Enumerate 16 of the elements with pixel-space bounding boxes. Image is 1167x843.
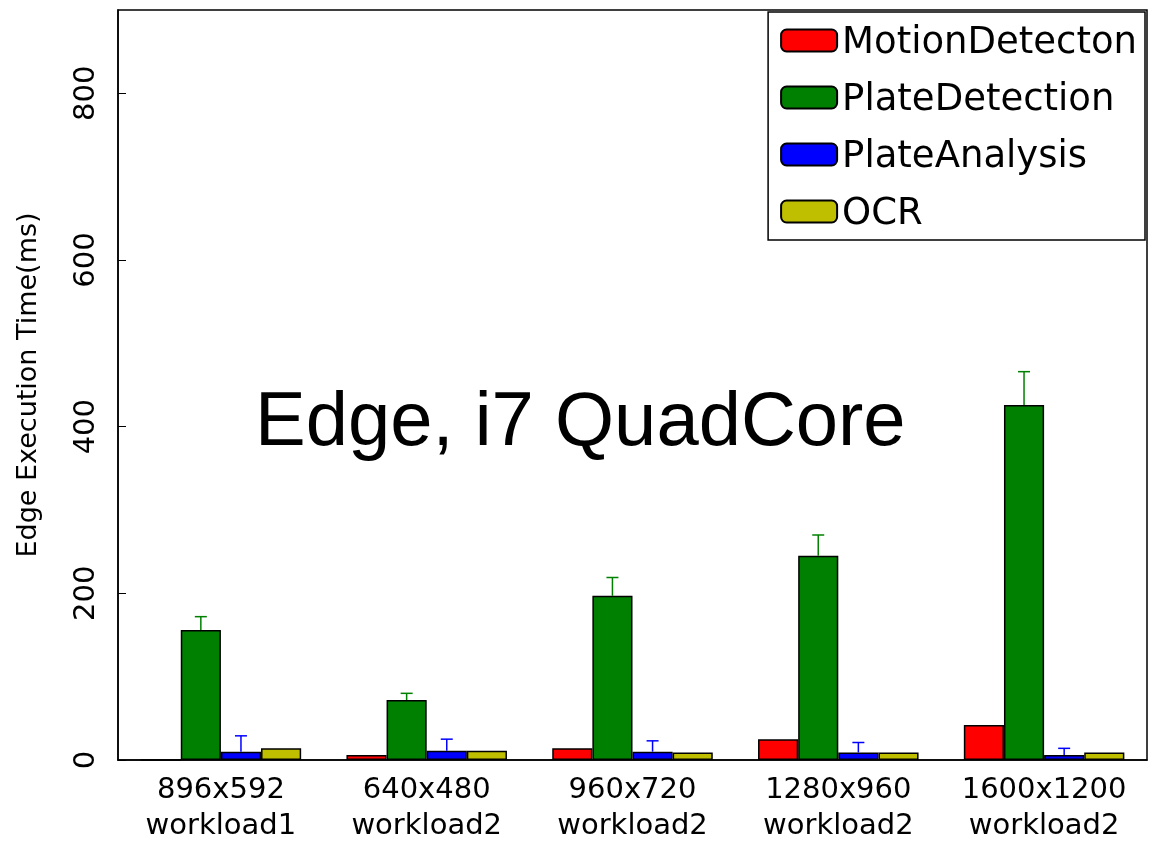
x-tick-label: 896x592 workload1 bbox=[145, 771, 297, 841]
x-tick-label: 640x480 workload2 bbox=[351, 771, 502, 841]
x-tick-label: 960x720 workload2 bbox=[557, 771, 708, 841]
legend-label: MotionDetecton bbox=[842, 19, 1138, 62]
y-tick-label: 800 bbox=[66, 65, 101, 122]
y-tick-label: 400 bbox=[66, 398, 101, 455]
legend-label: PlateAnalysis bbox=[842, 133, 1088, 176]
x-tick-label: 1600x1200 workload2 bbox=[961, 771, 1127, 841]
y-tick-label: 200 bbox=[66, 565, 101, 622]
y-axis-title: Edge Execution Time(ms) bbox=[11, 212, 42, 558]
annotation: Edge, i7 QuadCore bbox=[255, 375, 906, 461]
y-tick-label: 0 bbox=[66, 750, 101, 770]
legend-label: OCR bbox=[842, 190, 923, 233]
legend-label: PlateDetection bbox=[842, 76, 1115, 119]
y-tick-label: 600 bbox=[66, 232, 101, 288]
x-tick-label: 1280x960 workload2 bbox=[763, 771, 914, 841]
